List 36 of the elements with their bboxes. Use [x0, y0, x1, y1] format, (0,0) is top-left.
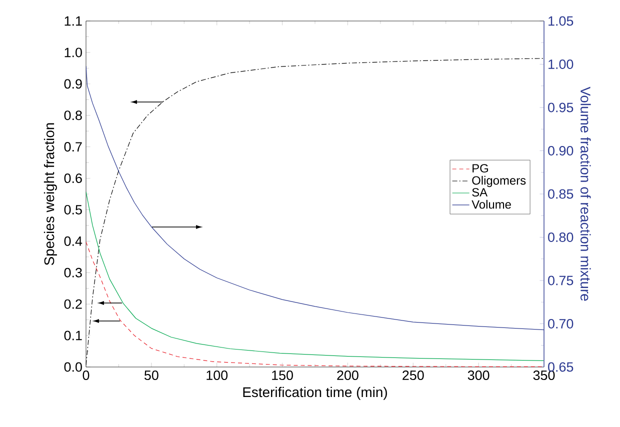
y-tick-label: 1.1	[64, 16, 82, 26]
y-tick-label: 0.0	[64, 362, 82, 372]
y-tick-label: 0.7	[64, 142, 82, 152]
x-tick-label: 50	[144, 370, 158, 380]
y-tick-label: 0.9	[64, 79, 82, 89]
x-axis-title: Esterification time (min)	[243, 386, 387, 400]
y-tick-label: 0.4	[64, 236, 82, 246]
y-axis-title: Species weight fraction	[44, 123, 57, 266]
legend-label: Volume	[472, 200, 511, 209]
x-tick-label: 250	[402, 370, 424, 380]
y-tick-label: 0.2	[64, 299, 82, 309]
y-tick-label: 0.3	[64, 268, 82, 278]
legend-label: Oligomers	[472, 176, 526, 188]
x-tick-label: 0	[82, 370, 90, 380]
y-tick-label: 0.8	[64, 110, 82, 120]
x-tick-label: 150	[272, 370, 293, 380]
x-tick-label: 100	[206, 370, 228, 380]
legend-label: SA	[472, 188, 488, 197]
x-tick-label: 300	[468, 370, 490, 380]
x-tick-label: 350	[533, 370, 555, 380]
y2-tick-label: 1.05	[548, 16, 574, 26]
y2-tick-label: 0.95	[548, 102, 574, 112]
y2-tick-label: 0.90	[548, 146, 574, 156]
y-tick-label: 0.1	[64, 330, 82, 340]
y-tick-label: 0.6	[64, 174, 82, 184]
y2-tick-label: 0.70	[548, 318, 574, 329]
y-tick-label: 1.0	[64, 48, 82, 58]
legend-label: PG	[472, 164, 488, 173]
y2-tick-label: 1.00	[548, 59, 574, 69]
y2-axis-title: Volume fraction of reaction mixture	[580, 86, 591, 301]
y2-tick-label: 0.80	[548, 232, 574, 242]
y2-tick-label: 0.85	[548, 189, 574, 199]
y-tick-label: 0.5	[64, 204, 82, 214]
y2-tick-label: 0.75	[548, 276, 574, 286]
x-tick-label: 200	[337, 370, 358, 380]
y2-tick-label: 0.65	[548, 362, 574, 372]
